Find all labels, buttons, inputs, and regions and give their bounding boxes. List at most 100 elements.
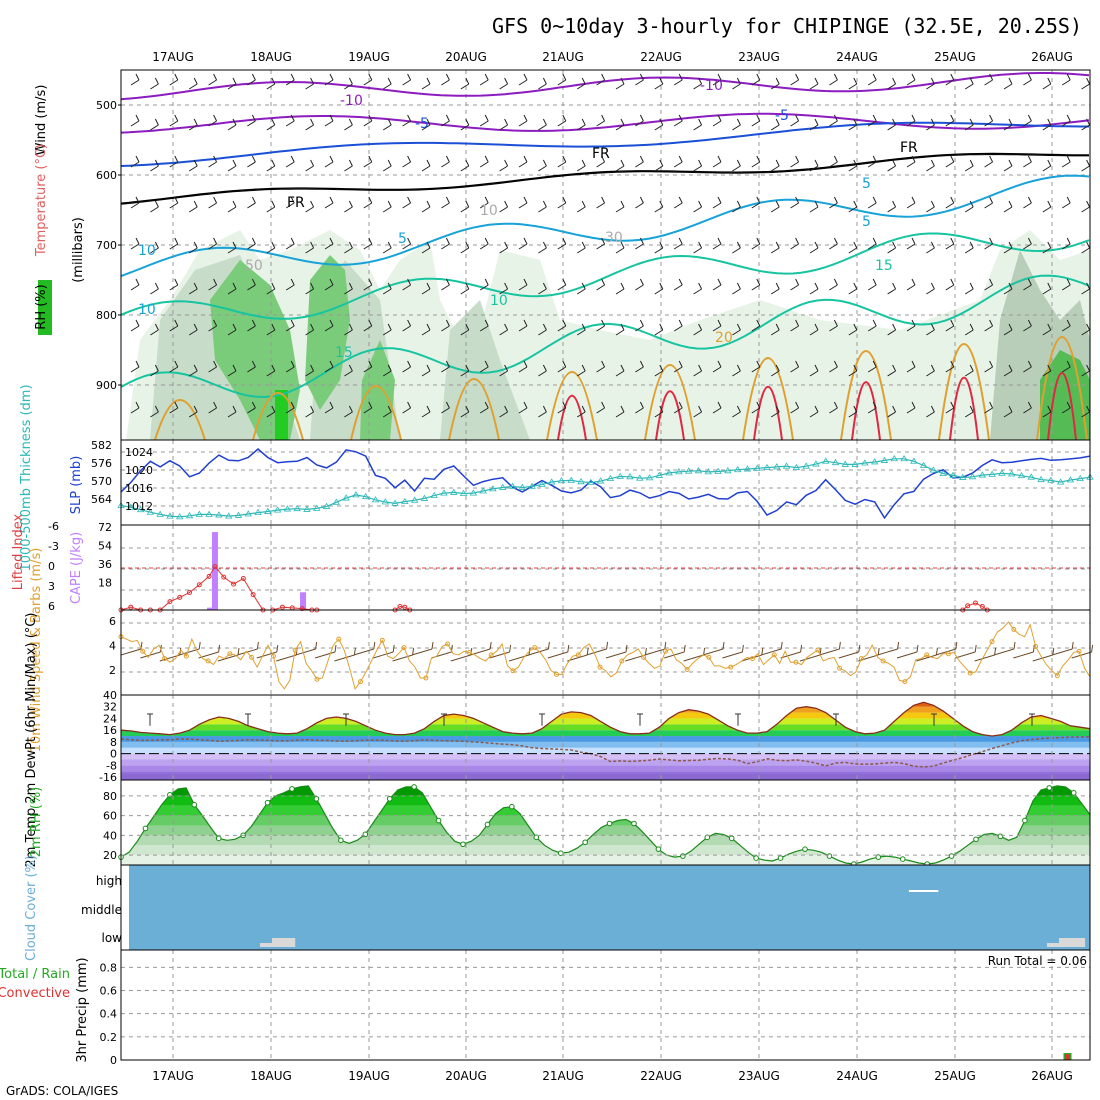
wind-barb xyxy=(382,323,392,336)
wind10m-barb xyxy=(1071,644,1094,659)
rh2m-point xyxy=(533,834,540,841)
contour-25-hump-6 xyxy=(753,386,783,441)
wind10m-point xyxy=(510,668,516,674)
wind-barb xyxy=(344,77,353,90)
temp2m-ylabel: 2m Temp 2m DewPt (6hr Min/Max) (°C) xyxy=(24,613,39,868)
thickness-point xyxy=(1017,471,1026,479)
wind-barb xyxy=(150,364,159,377)
wind-barb xyxy=(848,364,858,377)
upper-ylabel: (millibars) xyxy=(71,217,86,283)
thickness-point xyxy=(831,458,840,466)
contour-20-hump-7 xyxy=(840,350,892,441)
wind-barb xyxy=(790,319,800,332)
contour-minus10 xyxy=(120,112,1090,134)
chart-title: GFS 0~10day 3-hourly for CHIPINGE (32.5E… xyxy=(492,14,1082,38)
wind-barb xyxy=(829,319,838,332)
wind10m-barb xyxy=(644,641,667,656)
wind-barb xyxy=(654,364,664,377)
li-point-17 xyxy=(280,604,285,610)
wind-barb xyxy=(751,360,761,373)
contour-20-hump-8 xyxy=(938,343,990,441)
contour-10 xyxy=(120,232,1090,320)
wind-barb xyxy=(770,364,780,377)
thickness-point xyxy=(773,463,781,470)
contour-25-hump-7 xyxy=(851,381,881,441)
wind-barb xyxy=(402,73,412,86)
wind-barb xyxy=(479,237,489,250)
rh2m-ytick-0: 80 xyxy=(103,790,117,803)
wind-barb xyxy=(654,241,664,254)
rh2m-point xyxy=(631,820,637,827)
wind-barb xyxy=(402,401,412,414)
wind10m-point xyxy=(619,658,625,664)
wind-barb xyxy=(441,401,450,414)
rh2m-ytick-1: 60 xyxy=(103,810,117,823)
wind-barb xyxy=(150,77,159,90)
wind-barb xyxy=(441,237,450,250)
contour-25-hump-8 xyxy=(949,376,979,441)
wind-barb xyxy=(984,196,994,209)
wind-barb xyxy=(188,118,198,131)
thickness-point xyxy=(283,505,292,512)
wind-barb xyxy=(285,360,295,373)
rh-band-3 xyxy=(121,825,1090,836)
contour-label-7: 5 xyxy=(862,176,871,192)
wind-barb xyxy=(906,155,916,168)
thickness-point xyxy=(224,512,233,519)
wind-barb xyxy=(499,241,509,254)
wind10m-barb xyxy=(702,641,725,656)
wind10m-point xyxy=(401,645,407,651)
wind-barb xyxy=(460,405,470,418)
contour-label-8: 5 xyxy=(398,231,407,247)
wind-barb xyxy=(1081,77,1091,90)
contour-20-hump-0 xyxy=(154,399,206,441)
rh2m-point xyxy=(1022,817,1028,824)
wind-barb xyxy=(576,77,586,90)
thickness-point xyxy=(929,466,938,473)
wind-barb xyxy=(848,200,858,213)
thickness-point xyxy=(919,461,928,468)
wind-barb xyxy=(576,323,586,336)
wind10m-barb xyxy=(586,641,609,656)
wind-barb xyxy=(169,73,179,86)
wind-barb xyxy=(945,319,955,332)
rh2m-point xyxy=(484,821,491,828)
legend-temperature: Temperature (°C) xyxy=(34,144,49,257)
top-date-8: 25AUG xyxy=(934,50,976,64)
wind-barb xyxy=(829,401,838,414)
wind-barb xyxy=(1061,319,1071,332)
wind-barb xyxy=(169,114,179,127)
wind-barb xyxy=(809,77,819,90)
upper-ytick-3: 800 xyxy=(96,309,117,322)
wind-barb xyxy=(363,360,373,373)
rh2m-point xyxy=(973,836,979,843)
wind-barb xyxy=(363,155,373,168)
wind-barb xyxy=(421,282,431,295)
wind-barb xyxy=(188,405,198,418)
wind10m-barb xyxy=(858,647,880,662)
precip-panel: Run Total = 0.06 0.8 0.6 0.4 0.2 0 3hr Precip … xyxy=(0,949,1091,1067)
wind-barb xyxy=(654,118,664,131)
thickness-point xyxy=(215,511,223,518)
li-point-10 xyxy=(212,564,218,570)
slp-ylabel: SLP (mb) xyxy=(69,456,84,515)
wind10m-barb xyxy=(179,641,201,656)
thickness-point xyxy=(264,507,272,514)
wind-barb xyxy=(1081,159,1091,172)
wind-barb xyxy=(867,401,877,414)
wind-barb xyxy=(499,118,509,131)
wind-barb xyxy=(324,319,334,332)
wind-barb xyxy=(596,196,606,209)
thickness-point xyxy=(489,485,497,492)
wind-barb xyxy=(964,77,974,90)
wind10m-point xyxy=(445,641,451,647)
thickness-point xyxy=(332,498,341,505)
contour-label-16: 10 xyxy=(480,203,498,219)
wind-barb xyxy=(538,364,547,377)
wind-barb xyxy=(130,155,140,168)
wind10m-barb xyxy=(993,641,1016,656)
legend-rh-swatch xyxy=(38,280,52,335)
wind-barb xyxy=(1023,155,1032,168)
contour-20-hump-3 xyxy=(448,378,500,441)
wind-barb xyxy=(964,241,974,254)
